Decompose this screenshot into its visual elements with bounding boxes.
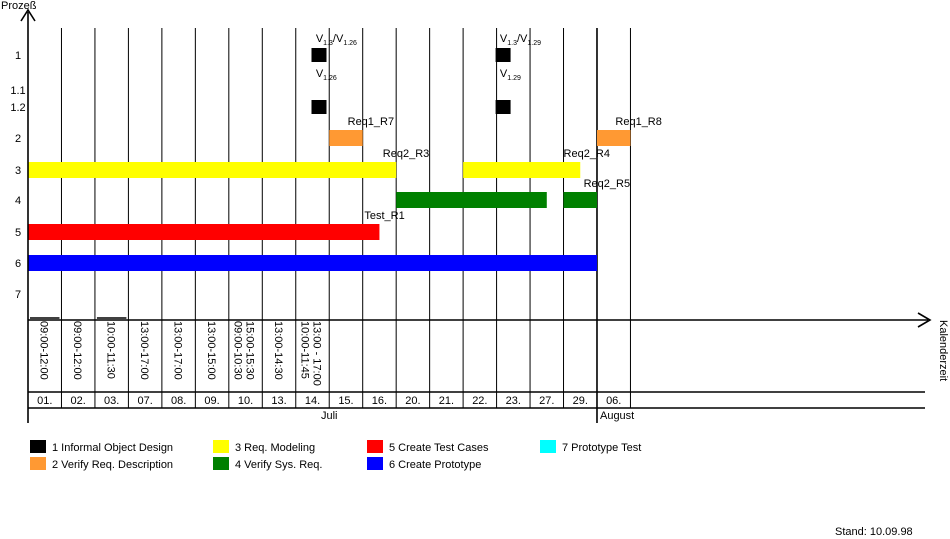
time-label-6-1: 15:00-15:30: [244, 321, 256, 380]
time-label-7-0: 13:00-14:30: [272, 321, 284, 380]
annotation-6: Req2_R3: [383, 148, 429, 160]
annotation-0: V1.3/V1.26: [316, 33, 357, 47]
bar-process-6-5: [28, 255, 597, 271]
time-label-1-0: 09:00-12:00: [71, 321, 83, 380]
y-tick-label-1: 1.1: [10, 85, 25, 97]
date-label-11: 20.: [405, 395, 420, 407]
date-label-12: 21.: [439, 395, 454, 407]
time-label-8-0: 10:00-11:45: [298, 321, 310, 379]
legend-label-4: 4 Verify Sys. Req.: [235, 459, 322, 471]
y-tick-label-7: 6: [15, 258, 21, 270]
legend-label-6: 6 Create Prototype: [389, 459, 481, 471]
legend-label-7: 7 Prototype Test: [562, 442, 641, 454]
legend-swatch-5: [367, 440, 383, 453]
chart-legend: 1 Informal Object Design 2 Verify Req. De…: [30, 440, 641, 471]
y-tick-label-8: 7: [15, 289, 21, 301]
legend-swatch-1: [30, 440, 46, 453]
x-axis-title: Kalenderzeit: [937, 320, 949, 381]
legend-label-2: 2 Verify Req. Description: [52, 459, 173, 471]
legend-label-5: 5 Create Test Cases: [389, 442, 489, 454]
date-label-9: 15.: [338, 395, 353, 407]
date-label-0: 01.: [37, 395, 52, 407]
date-label-14: 23.: [506, 395, 521, 407]
time-label-5-0: 13:00-15:00: [205, 321, 217, 380]
bar-process-4-3: [563, 192, 597, 208]
chart-grid: [60, 28, 631, 423]
date-label-4: 08.: [171, 395, 186, 407]
bar-process-4-2: [396, 192, 547, 208]
milestone-marker-1: [311, 100, 327, 114]
annotation-8: Req2_R5: [584, 178, 630, 190]
y-tick-label-5: 4: [15, 195, 21, 207]
y-tick-label-4: 3: [15, 165, 21, 177]
time-label-6-0: 09:00-10:30: [232, 321, 244, 380]
milestone-marker-2: [495, 48, 511, 62]
annotation-2: V1.3/V1.29: [500, 33, 541, 47]
date-label-2: 03.: [104, 395, 119, 407]
date-label-1: 02.: [71, 395, 86, 407]
date-label-6: 10.: [238, 395, 253, 407]
chart-axes: [20, 8, 932, 423]
date-label-5: 09.: [204, 395, 219, 407]
date-label-17: 06.: [606, 395, 621, 407]
bar-process-2-7: [596, 130, 631, 146]
y-tick-label-6: 5: [15, 227, 21, 239]
y-tick-label-0: 1: [15, 50, 21, 62]
milestone-marker-0: [311, 48, 327, 62]
time-label-0-0: 09:00-12:00: [38, 321, 50, 380]
date-label-3: 07.: [137, 395, 152, 407]
legend-swatch-6: [367, 457, 383, 470]
chart-labels: 1 1.1 1.2 2 3 4 5 6 7 V1.3/V1.26 V1.26 V1.3/V1.29 V1…: [1, 0, 949, 422]
time-label-3-0: 13:00-17:00: [138, 321, 150, 380]
date-label-15: 27.: [539, 395, 554, 407]
y-axis-arrow: [20, 8, 36, 22]
date-label-8: 14.: [305, 395, 320, 407]
time-label-4-0: 13:00-17:00: [172, 321, 184, 380]
date-label-7: 13.: [271, 395, 286, 407]
legend-swatch-2: [30, 457, 46, 470]
bar-process-5-4: [28, 224, 380, 240]
month-label-0: Juli: [321, 410, 338, 422]
stand-date: Stand: 10.09.98: [835, 526, 913, 538]
date-label-10: 16.: [372, 395, 387, 407]
legend-swatch-3: [213, 440, 229, 453]
bar-process-3-1: [463, 162, 581, 178]
month-label-1: August: [600, 410, 634, 422]
date-label-16: 29.: [573, 395, 588, 407]
milestone-marker-3: [495, 100, 511, 114]
y-axis-title: Prozeß: [1, 0, 37, 12]
legend-swatch-7: [540, 440, 556, 453]
annotation-5: Req1_R8: [615, 116, 661, 128]
legend-swatch-4: [213, 457, 229, 470]
y-tick-label-2: 1.2: [10, 102, 25, 114]
annotation-3: V1.29: [500, 68, 521, 82]
y-tick-label-3: 2: [15, 133, 21, 145]
bar-process-3-0: [28, 162, 397, 178]
annotation-7: Req2_R4: [564, 148, 610, 160]
time-label-2-0: 10:00-11:30: [105, 321, 117, 379]
x-axis-arrow: [917, 312, 932, 328]
legend-label-3: 3 Req. Modeling: [235, 442, 315, 454]
time-label-8-1: 13:00 - 17:00: [310, 321, 322, 386]
bar-process-2-6: [329, 130, 363, 146]
chart-bars: [28, 48, 631, 271]
legend-label-1: 1 Informal Object Design: [52, 442, 173, 454]
annotation-9: Test_R1: [364, 210, 404, 222]
annotation-4: Req1_R7: [348, 116, 394, 128]
annotation-1: V1.26: [316, 68, 337, 82]
date-label-13: 22.: [472, 395, 487, 407]
